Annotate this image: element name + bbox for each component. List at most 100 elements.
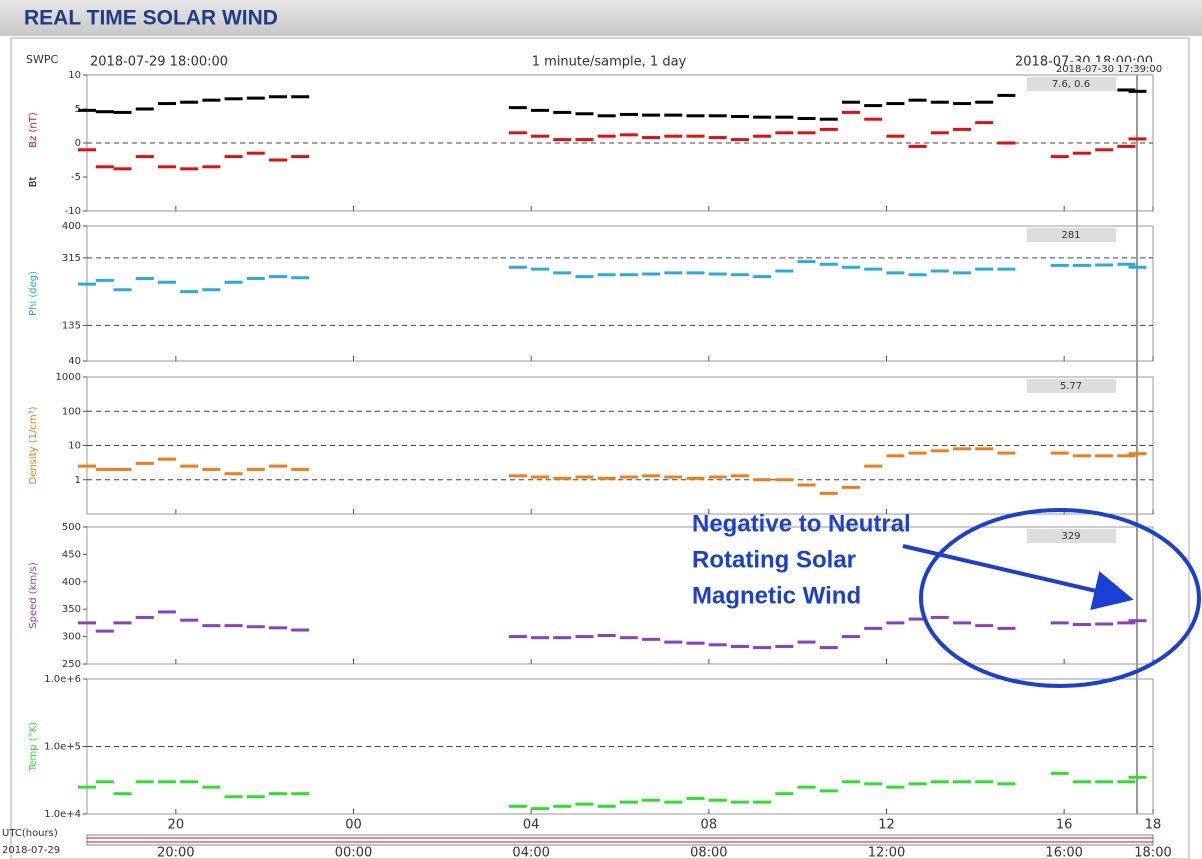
data-point bbox=[841, 100, 860, 104]
readout-box bbox=[1027, 529, 1116, 543]
data-point bbox=[224, 280, 243, 284]
y-axis-label: Speed (km/s) bbox=[28, 562, 39, 629]
header-bar bbox=[0, 0, 1202, 36]
data-point bbox=[953, 621, 972, 625]
data-point bbox=[575, 635, 594, 639]
data-point bbox=[1117, 262, 1136, 266]
data-point bbox=[113, 467, 132, 471]
data-point bbox=[1050, 155, 1069, 159]
y-tick-label: -10 bbox=[65, 206, 81, 217]
data-point bbox=[930, 269, 949, 273]
data-point bbox=[135, 155, 154, 159]
data-point bbox=[575, 275, 594, 279]
data-point bbox=[291, 276, 310, 280]
data-point bbox=[508, 131, 527, 135]
time-tick-label: 12:00 bbox=[868, 846, 905, 859]
data-point bbox=[78, 148, 96, 152]
data-point bbox=[908, 451, 927, 455]
data-point bbox=[642, 272, 661, 276]
data-point bbox=[202, 98, 221, 102]
data-point bbox=[78, 621, 96, 625]
data-point bbox=[1128, 89, 1147, 93]
data-point bbox=[202, 467, 221, 471]
data-point bbox=[708, 643, 727, 647]
data-point bbox=[819, 262, 838, 266]
y-tick-label: 100 bbox=[62, 406, 81, 417]
data-point bbox=[864, 267, 883, 271]
data-point bbox=[664, 271, 683, 275]
data-point bbox=[797, 131, 816, 135]
data-point bbox=[997, 93, 1016, 97]
data-point bbox=[619, 133, 638, 137]
page-title: REAL TIME SOLAR WIND bbox=[24, 7, 278, 30]
readout: 281 bbox=[1061, 230, 1080, 241]
plot-frame bbox=[86, 526, 1154, 665]
data-point bbox=[95, 278, 114, 282]
data-point bbox=[753, 800, 772, 804]
y-tick-label: 135 bbox=[62, 320, 81, 331]
y-axis-label: Bt bbox=[28, 177, 39, 188]
readout: 5.77 bbox=[1060, 381, 1082, 392]
data-point bbox=[1050, 263, 1069, 267]
annotation-text: Rotating Solar bbox=[692, 546, 856, 573]
data-point bbox=[819, 789, 838, 793]
data-point bbox=[664, 113, 683, 117]
data-point bbox=[864, 464, 883, 468]
data-point bbox=[224, 472, 243, 476]
data-point bbox=[619, 475, 638, 479]
data-point bbox=[202, 288, 221, 292]
data-point bbox=[953, 102, 972, 106]
data-point bbox=[268, 464, 287, 468]
data-point bbox=[642, 113, 661, 117]
data-point bbox=[553, 110, 572, 114]
data-point bbox=[1117, 621, 1136, 625]
readout-box bbox=[1027, 379, 1116, 393]
data-point bbox=[908, 273, 927, 277]
data-point bbox=[1128, 775, 1147, 779]
data-point bbox=[908, 782, 927, 786]
data-point bbox=[686, 641, 705, 645]
plot-frame bbox=[86, 225, 1154, 362]
data-point bbox=[224, 795, 243, 799]
data-point bbox=[1128, 452, 1147, 456]
annotation-arrow bbox=[902, 544, 1134, 611]
data-point bbox=[797, 785, 816, 789]
data-point bbox=[531, 108, 550, 112]
data-point bbox=[291, 155, 310, 159]
data-point bbox=[1128, 265, 1147, 269]
y-tick-label: 1 bbox=[75, 475, 81, 486]
data-point bbox=[1050, 621, 1069, 625]
data-point bbox=[575, 802, 594, 806]
data-point bbox=[224, 624, 243, 628]
data-point bbox=[997, 451, 1016, 455]
data-point bbox=[291, 792, 310, 796]
data-point bbox=[1117, 454, 1136, 458]
data-point bbox=[841, 485, 860, 489]
data-point bbox=[597, 114, 616, 118]
data-point bbox=[553, 636, 572, 640]
y-tick-label: 1.0e+5 bbox=[44, 742, 81, 753]
annotation-text: Negative to Neutral bbox=[692, 510, 911, 537]
x-tick-label: 08 bbox=[701, 818, 718, 833]
data-point bbox=[642, 474, 661, 478]
data-point bbox=[908, 98, 927, 102]
start-time: 2018-07-29 18:00:00 bbox=[90, 55, 228, 70]
data-point bbox=[1095, 263, 1114, 267]
data-point bbox=[180, 464, 199, 468]
data-point bbox=[930, 449, 949, 453]
data-point bbox=[841, 635, 860, 639]
data-point bbox=[997, 626, 1016, 630]
data-point bbox=[508, 265, 527, 269]
data-point bbox=[575, 112, 594, 116]
data-point bbox=[797, 117, 816, 121]
data-point bbox=[886, 454, 905, 458]
data-point bbox=[1095, 148, 1114, 152]
y-tick-label: 315 bbox=[62, 253, 81, 264]
data-point bbox=[78, 108, 96, 112]
data-point bbox=[753, 646, 772, 650]
data-point bbox=[531, 807, 550, 811]
data-point bbox=[268, 95, 287, 99]
cursor-box bbox=[1066, 62, 1152, 75]
data-point bbox=[553, 804, 572, 808]
data-point bbox=[708, 475, 727, 479]
